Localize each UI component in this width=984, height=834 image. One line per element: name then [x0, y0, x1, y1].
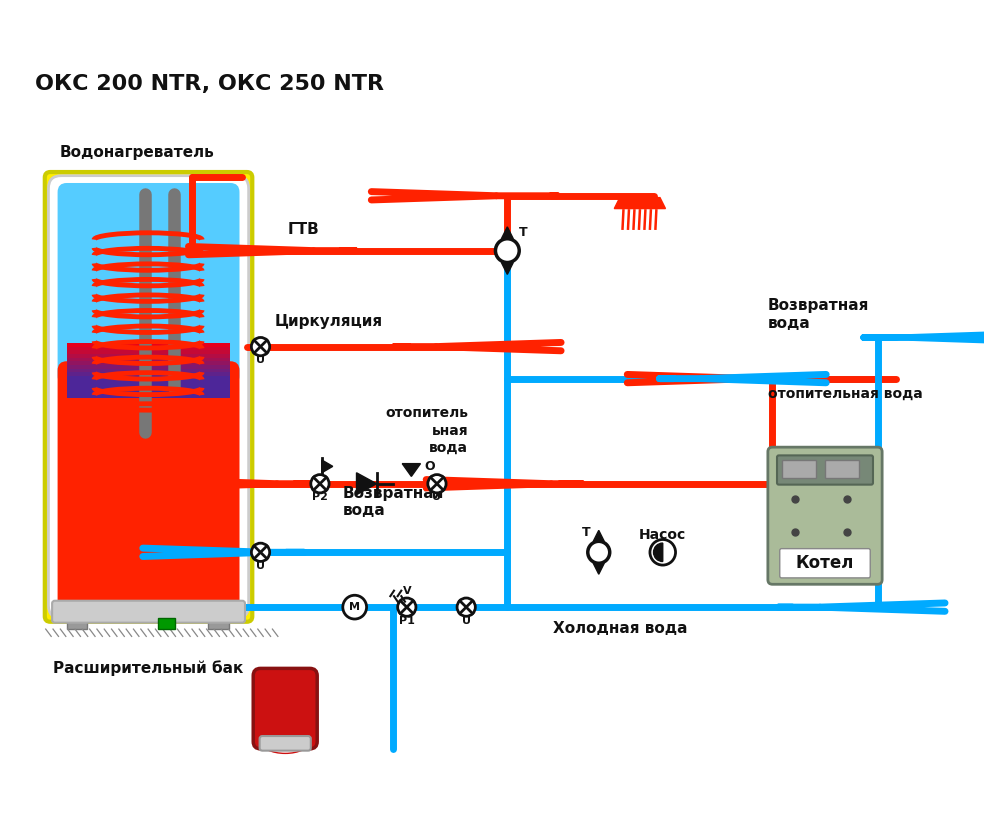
- Bar: [67, 372, 230, 394]
- Text: O: O: [424, 460, 435, 473]
- Circle shape: [650, 540, 676, 565]
- Bar: [67, 354, 230, 376]
- Text: Котел: Котел: [795, 555, 854, 572]
- Bar: [67, 343, 230, 365]
- FancyBboxPatch shape: [58, 361, 239, 617]
- Bar: [67, 365, 230, 387]
- Text: ОКС 200 NTR, ОКС 250 NTR: ОКС 200 NTR, ОКС 250 NTR: [34, 74, 384, 94]
- Text: Водонагреватель: Водонагреватель: [59, 145, 215, 160]
- Text: M: M: [349, 602, 360, 612]
- FancyBboxPatch shape: [777, 455, 873, 485]
- FancyBboxPatch shape: [58, 183, 239, 385]
- Bar: [67, 616, 87, 629]
- Polygon shape: [502, 263, 514, 274]
- Text: V: V: [402, 586, 411, 596]
- FancyBboxPatch shape: [253, 668, 317, 749]
- Bar: [158, 618, 174, 629]
- Circle shape: [398, 598, 416, 616]
- Text: T: T: [582, 525, 590, 539]
- Circle shape: [496, 239, 520, 263]
- Bar: [67, 369, 230, 390]
- FancyBboxPatch shape: [768, 447, 882, 585]
- Circle shape: [311, 475, 329, 493]
- Bar: [209, 616, 228, 629]
- FancyBboxPatch shape: [48, 176, 249, 618]
- Circle shape: [251, 543, 270, 561]
- Bar: [67, 358, 230, 379]
- Text: U: U: [461, 615, 470, 626]
- Polygon shape: [356, 473, 377, 495]
- Bar: [67, 361, 230, 383]
- Text: Возвратная
вода: Возвратная вода: [342, 486, 444, 518]
- Text: Расширительный бак: Расширительный бак: [53, 661, 243, 676]
- Text: T: T: [519, 226, 527, 239]
- Polygon shape: [322, 460, 333, 473]
- Polygon shape: [502, 227, 514, 239]
- FancyBboxPatch shape: [45, 172, 252, 622]
- Text: U: U: [256, 560, 265, 570]
- Text: Холодная вода: Холодная вода: [553, 620, 688, 636]
- FancyBboxPatch shape: [779, 549, 870, 578]
- Polygon shape: [593, 563, 604, 575]
- Circle shape: [428, 475, 446, 493]
- Bar: [67, 347, 230, 369]
- Wedge shape: [653, 543, 663, 561]
- Text: P2: P2: [312, 492, 328, 502]
- Text: U: U: [256, 355, 265, 365]
- Circle shape: [587, 541, 610, 563]
- Bar: [67, 376, 230, 398]
- Polygon shape: [402, 464, 420, 476]
- Text: P1: P1: [399, 615, 414, 626]
- Text: отопительная вода: отопительная вода: [768, 387, 923, 401]
- FancyBboxPatch shape: [260, 736, 311, 751]
- Text: отопитель
ьная
вода: отопитель ьная вода: [385, 406, 468, 455]
- Text: ГТВ: ГТВ: [288, 222, 320, 237]
- Text: U: U: [432, 492, 442, 502]
- Polygon shape: [614, 198, 665, 208]
- Text: Циркуляция: Циркуляция: [275, 314, 383, 329]
- Circle shape: [457, 598, 475, 616]
- Circle shape: [251, 338, 270, 356]
- Text: Насос: Насос: [640, 528, 687, 542]
- Text: Возвратная
вода: Возвратная вода: [768, 299, 869, 331]
- Bar: [67, 350, 230, 372]
- FancyBboxPatch shape: [52, 600, 245, 623]
- Polygon shape: [593, 530, 604, 541]
- Bar: [781, 460, 817, 478]
- Circle shape: [342, 595, 367, 619]
- Bar: [825, 460, 859, 478]
